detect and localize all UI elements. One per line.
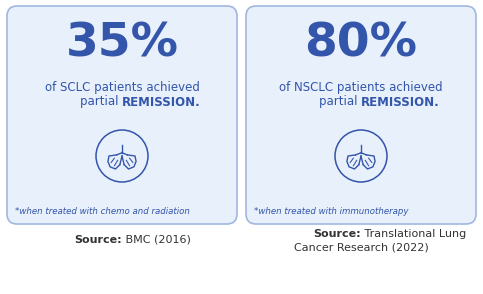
Text: 80%: 80% (304, 21, 417, 66)
Text: *when treated with immunotherapy: *when treated with immunotherapy (254, 208, 409, 216)
FancyBboxPatch shape (246, 6, 476, 224)
Text: Source:: Source: (313, 229, 361, 239)
Text: Source:: Source: (74, 235, 122, 245)
Text: partial: partial (319, 96, 361, 108)
Text: BMC (2016): BMC (2016) (122, 235, 191, 245)
Text: 35%: 35% (66, 21, 179, 66)
Text: of NSCLC patients achieved: of NSCLC patients achieved (279, 81, 443, 94)
Text: *when treated with chemo and radiation: *when treated with chemo and radiation (15, 208, 190, 216)
Text: Translational Lung: Translational Lung (361, 229, 466, 239)
Text: of SCLC patients achieved: of SCLC patients achieved (44, 81, 199, 94)
FancyBboxPatch shape (7, 6, 237, 224)
Text: partial: partial (80, 96, 122, 108)
Text: REMISSION.: REMISSION. (361, 96, 440, 108)
Text: REMISSION.: REMISSION. (122, 96, 201, 108)
Text: Cancer Research (2022): Cancer Research (2022) (294, 242, 428, 252)
